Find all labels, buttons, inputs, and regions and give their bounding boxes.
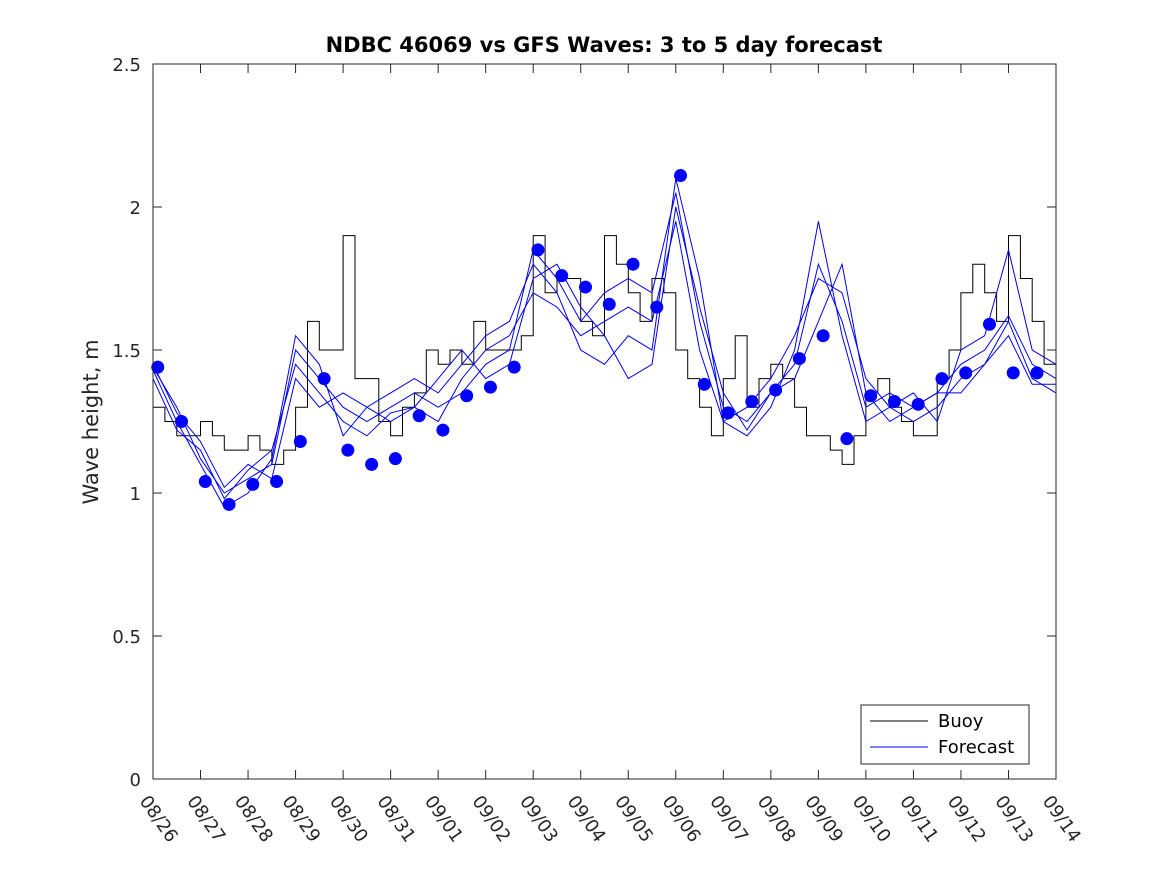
forecast-marker xyxy=(198,475,212,489)
forecast-marker xyxy=(365,457,379,471)
y-axis-label: Wave height, m xyxy=(79,339,103,504)
forecast-marker xyxy=(151,360,165,374)
forecast-marker xyxy=(864,389,878,403)
forecast-marker xyxy=(555,269,569,283)
forecast-marker xyxy=(293,435,307,449)
forecast-marker xyxy=(317,372,331,386)
forecast-marker xyxy=(816,329,830,343)
forecast-marker xyxy=(222,497,236,511)
forecast-marker xyxy=(745,394,759,408)
forecast-marker xyxy=(1030,366,1044,380)
y-tick-label: 0 xyxy=(130,770,141,791)
forecast-series-line-1 xyxy=(152,192,1057,494)
y-tick-label: 1 xyxy=(130,484,141,505)
plot-area xyxy=(153,64,1056,779)
forecast-marker xyxy=(507,360,521,374)
forecast-marker xyxy=(270,475,284,489)
forecast-marker xyxy=(650,300,664,314)
forecast-marker xyxy=(436,423,450,437)
forecast-marker xyxy=(1006,366,1020,380)
forecast-series-line-3 xyxy=(152,178,1057,508)
forecast-marker xyxy=(578,280,592,294)
buoy-series-line xyxy=(153,235,1057,465)
forecast-marker xyxy=(840,432,854,446)
forecast-marker xyxy=(697,377,711,391)
chart-title: NDBC 46069 vs GFS Waves: 3 to 5 day fore… xyxy=(326,33,883,57)
y-tick-label: 2 xyxy=(130,198,141,219)
forecast-marker xyxy=(626,257,640,271)
forecast-marker xyxy=(935,372,949,386)
forecast-marker xyxy=(460,389,474,403)
forecast-marker xyxy=(911,397,925,411)
forecast-marker xyxy=(887,394,901,408)
y-tick-label: 1.5 xyxy=(112,341,141,362)
forecast-marker xyxy=(531,243,545,257)
forecast-marker xyxy=(769,383,783,397)
forecast-marker xyxy=(602,297,616,311)
forecast-marker xyxy=(412,409,426,423)
forecast-marker xyxy=(792,352,806,366)
forecast-marker xyxy=(341,443,355,457)
forecast-marker xyxy=(483,380,497,394)
forecast-series-line-4 xyxy=(152,206,1056,489)
forecast-marker xyxy=(674,169,688,183)
marker-layer xyxy=(151,169,1044,511)
legend-buoy-label: Buoy xyxy=(938,711,984,732)
forecast-marker xyxy=(246,477,260,491)
forecast-marker xyxy=(175,415,189,428)
forecast-series-line-2 xyxy=(152,221,1057,500)
y-tick-label: 2.5 xyxy=(112,55,141,76)
legend-box xyxy=(860,704,1030,765)
forecast-marker xyxy=(721,406,735,420)
forecast-marker xyxy=(982,317,996,331)
y-tick-label: 0.5 xyxy=(112,627,141,648)
y-axis: 0 0.5 1 1.5 2 2.5 xyxy=(112,55,1056,791)
forecast-marker xyxy=(388,452,402,466)
legend: Buoy Forecast xyxy=(860,704,1030,765)
axes-box xyxy=(152,63,1057,780)
series-layer xyxy=(152,178,1057,508)
forecast-marker xyxy=(959,366,973,380)
legend-forecast-label: Forecast xyxy=(938,737,1014,758)
